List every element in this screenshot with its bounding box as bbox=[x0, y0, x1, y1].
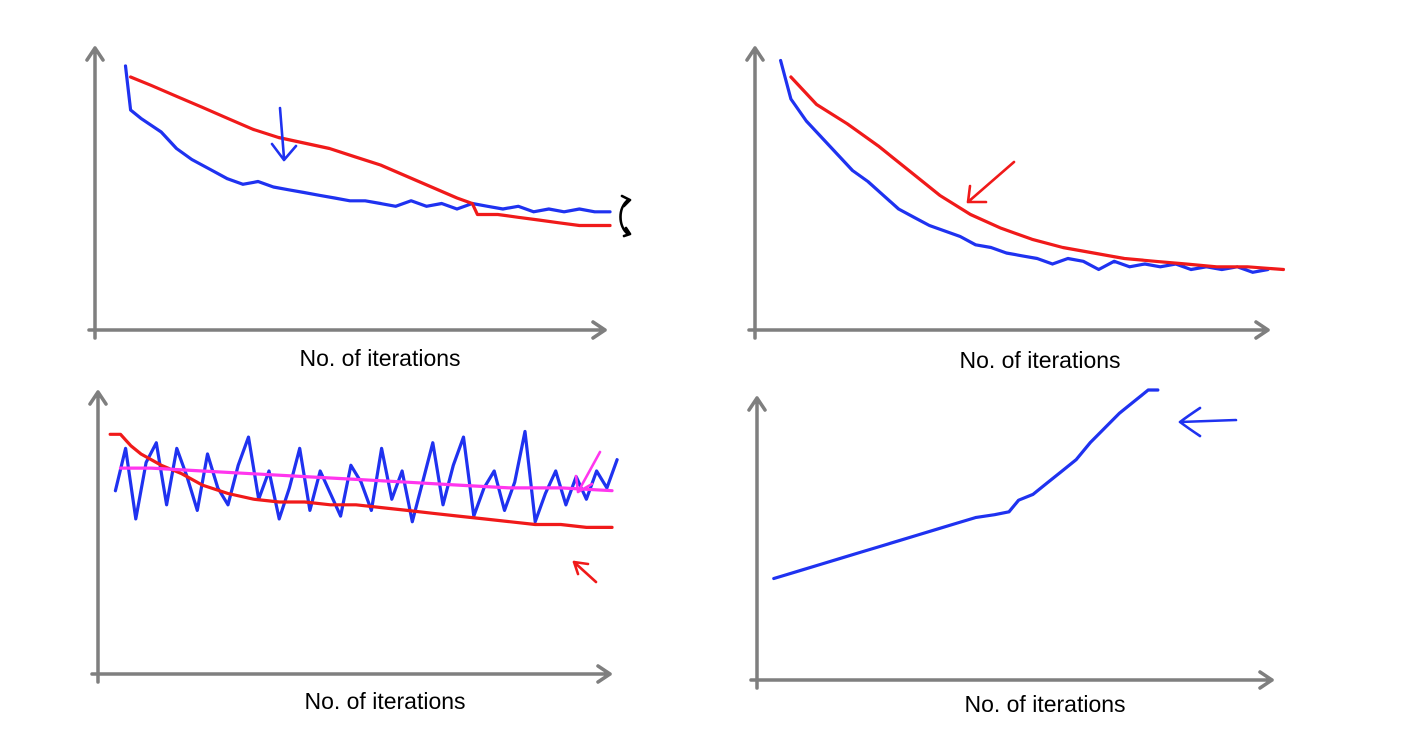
annotation-curved-double-arrow-icon bbox=[619, 194, 632, 238]
series-line-blue-bottom-left bbox=[113, 429, 619, 524]
x-axis-label: No. of iterations bbox=[959, 347, 1120, 373]
axes-bottom-left bbox=[88, 390, 612, 684]
axes-top-right bbox=[745, 46, 1270, 340]
chart-panel-top-left: No. of iterations bbox=[85, 46, 632, 371]
annotation-arrow-down-left-icon bbox=[966, 160, 1016, 204]
chart-panel-top-right: No. of iterations bbox=[745, 46, 1285, 373]
chart-panel-bottom-right: No. of iterations bbox=[747, 388, 1274, 717]
x-axis-label: No. of iterations bbox=[299, 345, 460, 371]
chart-panel-bottom-left: No. of iterations bbox=[88, 390, 619, 714]
series-line-blue-top-right bbox=[779, 58, 1270, 274]
series-line-red-top-left bbox=[129, 75, 612, 228]
series-line-blue-top-left bbox=[123, 64, 612, 214]
series-line-magenta-bottom-left bbox=[118, 466, 614, 493]
annotation-arrow-up-left-icon bbox=[572, 560, 598, 584]
x-axis-label: No. of iterations bbox=[964, 691, 1125, 717]
axes-bottom-right bbox=[747, 396, 1274, 690]
annotation-arrow-down-icon bbox=[270, 106, 298, 162]
series-line-blue-bottom-right bbox=[772, 388, 1160, 581]
axes-top-left bbox=[85, 46, 607, 340]
annotation-arrow-left-icon bbox=[1178, 406, 1238, 438]
x-axis-label: No. of iterations bbox=[304, 688, 465, 714]
series-line-red-top-right bbox=[789, 75, 1285, 272]
series-line-red-bottom-left bbox=[108, 432, 614, 529]
annotation-arrow-down-left-icon bbox=[574, 450, 602, 494]
